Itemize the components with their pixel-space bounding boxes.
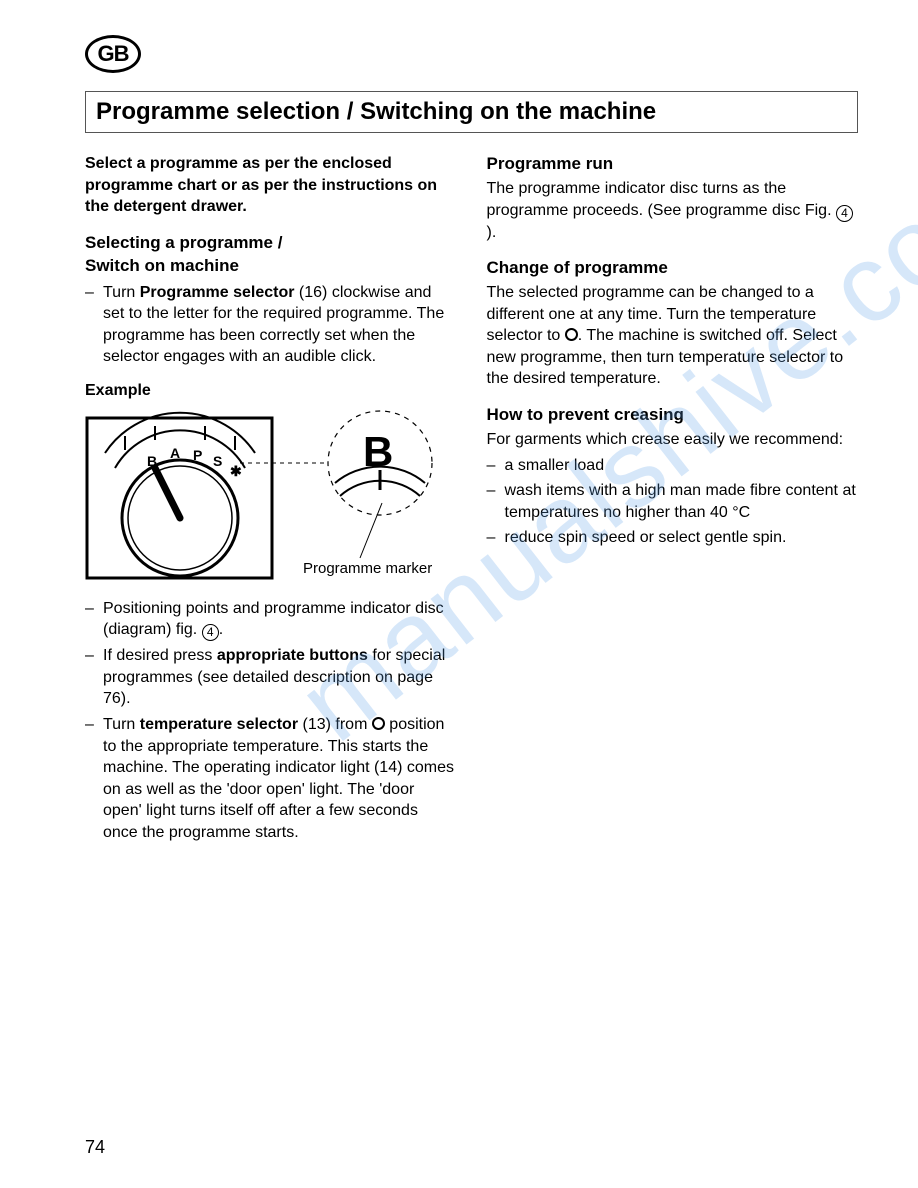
change-programme-text: The selected programme can be changed to…	[487, 282, 859, 390]
bullet-text: wash items with a high man made fibre co…	[505, 480, 859, 523]
dash-icon: –	[487, 455, 505, 477]
circled-number-icon: 4	[836, 205, 853, 222]
dash-icon: –	[85, 714, 103, 844]
bullet-text: Positioning points and programme indicat…	[103, 598, 457, 642]
circled-number-icon: 4	[202, 624, 219, 641]
svg-text:✱: ✱	[230, 463, 242, 479]
off-symbol-icon	[565, 328, 578, 341]
bullet-text: a smaller load	[505, 455, 859, 477]
heading-line2: Switch on machine	[85, 256, 239, 275]
bullet-fibre-temp: – wash items with a high man made fibre …	[487, 480, 859, 523]
right-column: Programme run The programme indicator di…	[487, 153, 859, 844]
dash-icon: –	[85, 598, 103, 642]
page-title: Programme selection / Switching on the m…	[85, 91, 858, 133]
bullet-buttons: – If desired press appropriate buttons f…	[85, 645, 457, 710]
diagram-svg: B A P S ✱ B	[85, 408, 445, 588]
example-label: Example	[85, 380, 457, 402]
creasing-intro: For garments which crease easily we reco…	[487, 429, 859, 451]
svg-text:B: B	[363, 428, 393, 475]
left-column: Select a programme as per the enclosed p…	[85, 153, 457, 844]
bullet-positioning: – Positioning points and programme indic…	[85, 598, 457, 642]
bullet-text: reduce spin speed or select gentle spin.	[505, 527, 859, 549]
bullet-turn-selector: – Turn Programme selector (16) clockwise…	[85, 282, 457, 368]
dash-icon: –	[85, 645, 103, 710]
dash-icon: –	[487, 527, 505, 549]
dash-icon: –	[85, 282, 103, 368]
marker-caption: Programme marker	[303, 560, 432, 577]
dash-icon: –	[487, 480, 505, 523]
content-columns: Select a programme as per the enclosed p…	[85, 153, 858, 844]
page-number: 74	[85, 1137, 105, 1158]
section-heading-select: Selecting a programme / Switch on machin…	[85, 232, 457, 278]
heading-line1: Selecting a programme /	[85, 233, 282, 252]
bullet-temperature: – Turn temperature selector (13) from po…	[85, 714, 457, 844]
intro-text: Select a programme as per the enclosed p…	[85, 153, 457, 218]
bullet-spin-speed: – reduce spin speed or select gentle spi…	[487, 527, 859, 549]
section-heading-creasing: How to prevent creasing	[487, 404, 859, 427]
bullet-smaller-load: – a smaller load	[487, 455, 859, 477]
bullet-text: Turn temperature selector (13) from posi…	[103, 714, 457, 844]
section-heading-run: Programme run	[487, 153, 859, 176]
section-heading-change: Change of programme	[487, 257, 859, 280]
programme-run-text: The programme indicator disc turns as th…	[487, 178, 859, 243]
country-badge: GB	[85, 35, 141, 73]
bullet-text: If desired press appropriate buttons for…	[103, 645, 457, 710]
off-symbol-icon	[372, 717, 385, 730]
selector-diagram: B A P S ✱ B	[85, 408, 457, 588]
bullet-text: Turn Programme selector (16) clockwise a…	[103, 282, 457, 368]
svg-text:S: S	[213, 453, 222, 469]
